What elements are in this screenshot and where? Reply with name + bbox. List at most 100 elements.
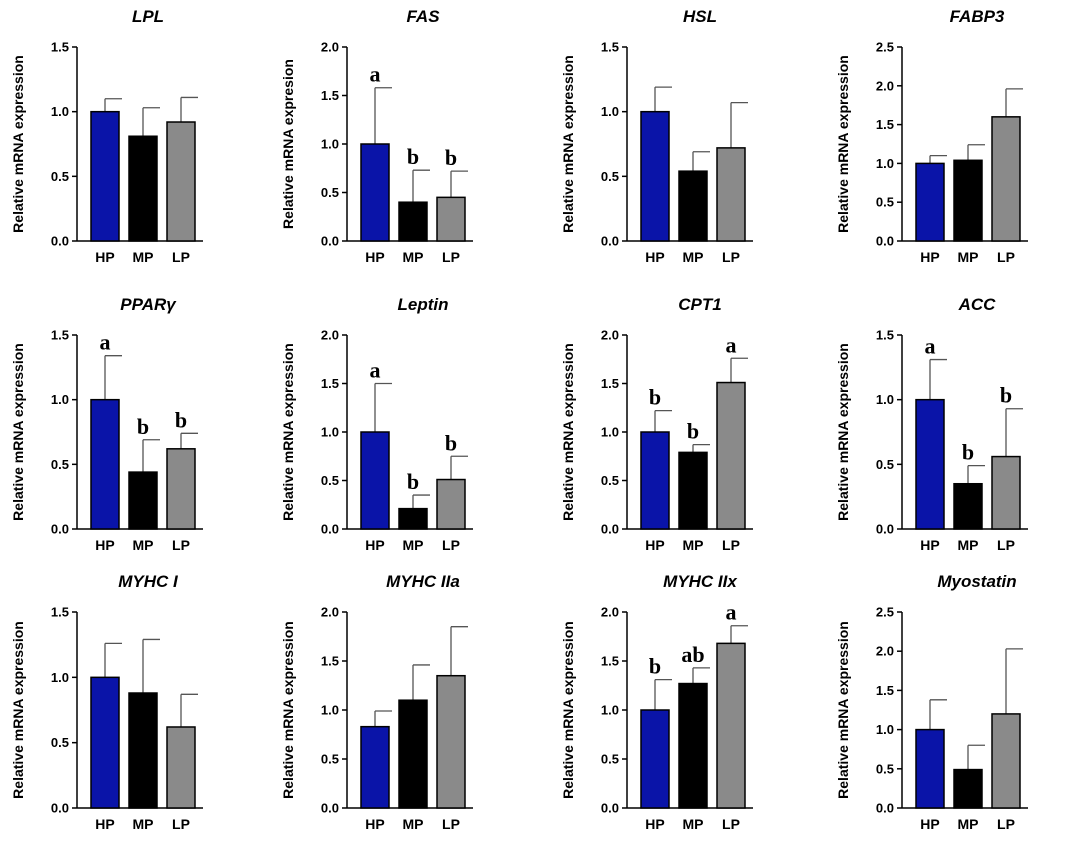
x-category-label: LP [722, 249, 740, 265]
bar-hp [90, 110, 120, 242]
chart-title: CPT1 [678, 295, 721, 314]
significance-letter: b [1000, 383, 1012, 408]
bar-hp [915, 162, 945, 242]
chart-title: FAS [406, 7, 440, 26]
y-tick-label: 1.5 [601, 40, 619, 55]
y-tick-label: 0.0 [876, 522, 894, 537]
y-tick-label: 1.5 [51, 40, 69, 55]
y-tick-label: 2.5 [876, 40, 894, 55]
y-tick-label: 1.5 [601, 654, 619, 669]
x-category-label: HP [365, 249, 384, 265]
x-category-label: MP [403, 249, 424, 265]
x-category-label: LP [172, 816, 190, 832]
significance-letter: a [370, 62, 381, 87]
bar-hp [360, 725, 390, 809]
bar-hp [640, 110, 670, 242]
bar-hp [90, 676, 120, 809]
y-tick-label: 1.0 [601, 703, 619, 718]
y-tick-label: 0.5 [51, 169, 69, 184]
y-tick-label: 0.0 [321, 801, 339, 816]
y-axis-label: Relative mRNA expression [280, 343, 296, 521]
y-tick-label: 2.0 [876, 78, 894, 93]
chart-panel-8: ACC Relative mRNA expression 0.0 0.5 1.0 1.5 a… [835, 295, 1028, 553]
significance-letter: b [407, 144, 419, 169]
y-tick-label: 0.0 [51, 234, 69, 249]
x-category-label: MP [958, 816, 979, 832]
chart-title: MYHC I [118, 572, 179, 591]
bar-mp [128, 692, 158, 809]
y-tick-label: 0.5 [876, 457, 894, 472]
y-tick-label: 0.5 [51, 735, 69, 750]
bar-mp [678, 170, 708, 242]
x-category-label: HP [645, 816, 664, 832]
bar-mp [128, 471, 158, 530]
y-axis-label: Relative mRNA expression [10, 343, 26, 521]
significance-letter: b [137, 414, 149, 439]
x-category-label: MP [683, 816, 704, 832]
y-tick-label: 0.5 [321, 752, 339, 767]
y-tick-label: 1.5 [876, 328, 894, 343]
chart-title: FABP3 [950, 7, 1005, 26]
x-category-label: MP [683, 537, 704, 553]
y-tick-label: 0.5 [321, 473, 339, 488]
y-tick-label: 1.0 [51, 104, 69, 119]
x-category-label: MP [403, 537, 424, 553]
significance-letter: a [370, 358, 381, 383]
chart-title: MYHC IIx [663, 572, 738, 591]
y-axis-label: Relative mRNA expression [560, 55, 576, 233]
chart-title: ACC [958, 295, 997, 314]
bar-hp [90, 398, 120, 530]
significance-letter: b [407, 469, 419, 494]
bar-hp [360, 143, 390, 242]
chart-panel-5: PPARγ Relative mRNA expression 0.0 0.5 1.0 1.… [10, 295, 203, 553]
bar-lp [716, 381, 746, 530]
bar-mp [398, 201, 428, 242]
y-tick-label: 1.0 [876, 156, 894, 171]
x-category-label: HP [645, 537, 664, 553]
y-tick-label: 2.0 [321, 328, 339, 343]
bar-lp [436, 674, 466, 809]
significance-letter: a [726, 332, 737, 357]
x-category-label: LP [997, 537, 1015, 553]
y-tick-label: 1.5 [321, 654, 339, 669]
y-tick-label: 1.0 [51, 392, 69, 407]
y-tick-label: 1.0 [876, 392, 894, 407]
y-axis-label: Relative mRNA expression [10, 621, 26, 799]
x-category-label: HP [920, 537, 939, 553]
y-tick-label: 1.0 [321, 703, 339, 718]
bar-hp [640, 431, 670, 530]
y-tick-label: 1.5 [51, 605, 69, 620]
significance-letter: a [925, 334, 936, 359]
bar-hp [640, 709, 670, 809]
bar-hp [915, 728, 945, 809]
y-tick-label: 0.5 [51, 457, 69, 472]
x-category-label: MP [403, 816, 424, 832]
chart-title: Myostatin [937, 572, 1016, 591]
x-category-label: LP [997, 816, 1015, 832]
bar-mp [953, 768, 983, 809]
y-tick-label: 1.5 [601, 376, 619, 391]
x-category-label: LP [172, 537, 190, 553]
y-tick-label: 2.0 [321, 605, 339, 620]
chart-title: PPARγ [120, 295, 177, 314]
chart-title: Leptin [398, 295, 449, 314]
y-axis-label: Relative mRNA expression [280, 621, 296, 799]
y-tick-label: 0.0 [51, 522, 69, 537]
chart-panel-3: HSL Relative mRNA expression 0.0 0.5 1.0 1.5 H… [560, 7, 753, 265]
bar-lp [436, 478, 466, 530]
y-tick-label: 1.5 [876, 683, 894, 698]
y-tick-label: 0.0 [601, 522, 619, 537]
bar-hp [915, 398, 945, 530]
y-tick-label: 0.5 [321, 185, 339, 200]
bar-mp [953, 159, 983, 242]
x-category-label: MP [683, 249, 704, 265]
y-tick-label: 2.0 [601, 328, 619, 343]
significance-letter: a [726, 600, 737, 625]
chart-panel-2: FAS Relative mRNA expresion 0.0 0.5 1.0 1.5 2.… [280, 7, 473, 265]
y-tick-label: 1.5 [321, 376, 339, 391]
chart-panel-12: Myostatin Relative mRNA expression 0.0 0.5 1… [835, 572, 1028, 832]
x-category-label: HP [920, 249, 939, 265]
x-category-label: HP [95, 537, 114, 553]
bar-lp [991, 713, 1021, 809]
chart-panel-4: FABP3 Relative mRNA expression 0.0 0.5 1.0 1.… [835, 7, 1028, 265]
